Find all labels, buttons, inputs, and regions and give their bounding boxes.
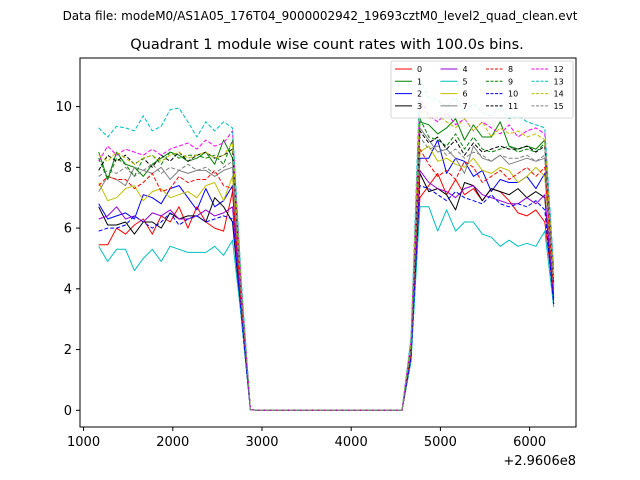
legend-label-4: 4 (463, 65, 468, 74)
y-tick-label: 6 (64, 222, 72, 237)
series-line-3 (98, 172, 555, 411)
series-line-1 (98, 118, 555, 411)
figure-suptitle: Data file: modeM0/AS1A05_176T04_90000029… (63, 9, 578, 23)
legend-label-0: 0 (417, 65, 422, 74)
series-line-11 (98, 130, 555, 411)
legend-label-11: 11 (508, 102, 518, 111)
plot-frame (79, 57, 577, 428)
series-line-15 (98, 136, 555, 411)
series-line-13 (98, 78, 555, 411)
x-tick-label: 1000 (67, 435, 100, 450)
legend-label-1: 1 (417, 77, 422, 86)
series-line-4 (98, 169, 555, 411)
x-tick-label: 3000 (245, 435, 278, 450)
legend-label-10: 10 (508, 90, 518, 99)
y-tick-label: 8 (64, 161, 72, 176)
x-tick-label: 2000 (156, 435, 189, 450)
series-line-12 (98, 97, 555, 411)
legend-box (390, 60, 574, 119)
y-tick-label: 4 (64, 282, 72, 297)
series-line-0 (98, 172, 555, 411)
x-tick-label: 6000 (513, 435, 546, 450)
legend-label-7: 7 (463, 102, 468, 111)
legend-label-13: 13 (554, 77, 564, 86)
x-tick-label: 5000 (424, 435, 457, 450)
x-tick-label: 4000 (335, 435, 368, 450)
y-tick-label: 0 (64, 404, 72, 419)
series-line-7 (98, 127, 555, 411)
legend-label-15: 15 (554, 102, 564, 111)
series-line-14 (98, 103, 555, 411)
legend-label-2: 2 (417, 90, 422, 99)
legend-label-5: 5 (463, 77, 468, 86)
y-tick-label: 10 (55, 100, 72, 115)
legend-label-6: 6 (463, 90, 468, 99)
legend-label-8: 8 (508, 65, 513, 74)
series-line-9 (98, 118, 555, 411)
legend-label-14: 14 (554, 90, 564, 99)
legend-label-12: 12 (554, 65, 564, 74)
x-axis-offset-label: +2.9606e8 (503, 454, 576, 469)
axes-layer: 1000 2000 3000 4000 5000 6000 0 2 4 6 8 10 (55, 100, 546, 450)
y-tick-label: 2 (64, 343, 72, 358)
series-line-6 (98, 145, 555, 411)
series-line-8 (98, 148, 555, 411)
chart-title: Quadrant 1 module wise count rates with … (130, 37, 524, 53)
legend-label-9: 9 (508, 77, 513, 86)
series-line-5 (98, 206, 555, 411)
legend-label-3: 3 (417, 102, 422, 111)
series-layer (98, 78, 555, 411)
